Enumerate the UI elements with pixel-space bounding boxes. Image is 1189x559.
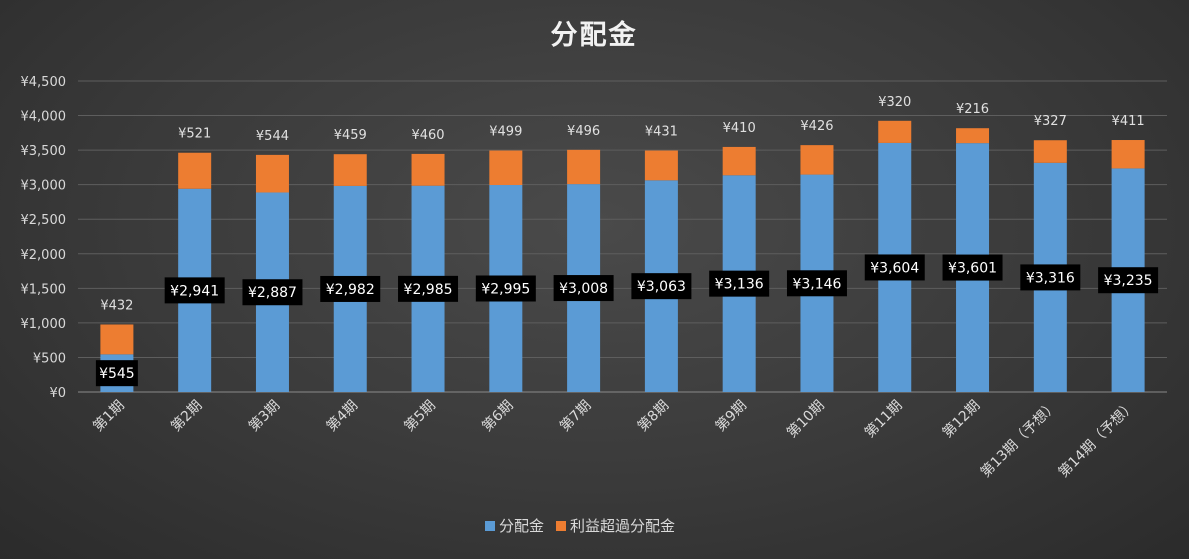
value-label-box xyxy=(164,277,225,304)
excess-value-label: ¥426 xyxy=(800,119,833,134)
distribution-value-label: ¥2,995 xyxy=(481,282,530,298)
bar-excess-distribution xyxy=(567,149,601,185)
excess-value-label: ¥544 xyxy=(256,129,289,144)
value-label-box xyxy=(95,360,138,387)
y-tick-label: ¥0 xyxy=(49,386,66,401)
bar-excess-distribution xyxy=(1111,140,1145,169)
x-tick-label: 第3期 xyxy=(245,397,283,435)
x-tick-label: 第6期 xyxy=(479,397,517,435)
x-tick-label: 第10期 xyxy=(783,397,827,441)
legend-swatch xyxy=(485,521,495,531)
y-tick-label: ¥4,000 xyxy=(21,110,67,125)
excess-value-label: ¥327 xyxy=(1034,114,1067,129)
bar-excess-distribution xyxy=(411,153,445,186)
y-tick-label: ¥2,000 xyxy=(21,248,67,263)
distribution-value-label: ¥3,235 xyxy=(1104,273,1153,289)
legend-label: 分配金 xyxy=(499,517,544,535)
distribution-value-label: ¥545 xyxy=(99,366,135,382)
excess-value-label: ¥499 xyxy=(489,125,522,140)
bar-excess-distribution xyxy=(800,145,834,175)
grid-layer xyxy=(78,80,1167,393)
value-label-box xyxy=(1098,267,1159,294)
y-tick-label: ¥2,500 xyxy=(21,213,67,228)
excess-value-label: ¥521 xyxy=(178,127,211,142)
legend-swatch xyxy=(556,521,566,531)
excess-value-label: ¥460 xyxy=(411,128,444,143)
x-axis: 第1期 第2期 第3期 第4期 第5期 第6期 第7期 第8期 第9期 第10期 第11期 第12期第… xyxy=(90,397,1139,481)
bar-excess-distribution xyxy=(956,128,990,144)
distribution-value-label: ¥3,604 xyxy=(870,260,919,276)
distribution-value-label: ¥3,601 xyxy=(948,261,997,277)
excess-value-label: ¥410 xyxy=(723,121,756,136)
x-tick-label: 第11期 xyxy=(861,397,905,441)
legend-label: 利益超過分配金 xyxy=(570,517,675,535)
distribution-value-label: ¥3,316 xyxy=(1026,270,1075,286)
distribution-value-label: ¥3,146 xyxy=(792,276,841,292)
value-label-box xyxy=(786,270,847,297)
y-tick-label: ¥1,500 xyxy=(21,282,67,297)
value-label-box xyxy=(864,254,925,281)
x-tick-label: 第1期 xyxy=(90,397,128,435)
excess-value-label: ¥496 xyxy=(567,124,600,139)
bar-excess-distribution xyxy=(878,120,912,143)
x-tick-label: 第12期 xyxy=(939,397,983,441)
bar-excess-distribution xyxy=(100,324,134,355)
distribution-value-label: ¥2,982 xyxy=(326,282,375,298)
value-label-box xyxy=(1020,264,1081,291)
bar-excess-distribution xyxy=(1033,140,1067,163)
bar-excess-distribution xyxy=(489,150,523,186)
excess-value-label: ¥432 xyxy=(100,298,133,313)
x-tick-label: 第7期 xyxy=(556,397,594,435)
value-label-box xyxy=(942,254,1003,281)
distribution-value-label: ¥2,887 xyxy=(248,285,297,301)
x-tick-label: 第4期 xyxy=(323,397,361,435)
x-tick-label: 第14期（予想） xyxy=(1055,397,1139,481)
x-tick-label: 第5期 xyxy=(401,397,439,435)
bar-excess-distribution xyxy=(644,150,678,181)
excess-value-label: ¥216 xyxy=(956,102,989,117)
excess-value-label: ¥431 xyxy=(645,125,678,140)
value-label-box xyxy=(242,279,303,306)
y-tick-label: ¥3,000 xyxy=(21,179,67,194)
excess-value-label: ¥411 xyxy=(1112,114,1145,129)
value-label-box xyxy=(320,275,381,302)
bar-excess-distribution xyxy=(255,154,289,193)
x-tick-label: 第2期 xyxy=(167,397,205,435)
x-tick-label: 第8期 xyxy=(634,397,672,435)
legend: 分配金 利益超過分配金 xyxy=(485,517,675,535)
value-label-box xyxy=(553,275,614,302)
distribution-value-label: ¥2,985 xyxy=(404,282,453,298)
excess-value-label: ¥320 xyxy=(878,95,911,110)
value-label-box xyxy=(398,275,459,302)
distribution-value-label: ¥3,136 xyxy=(715,277,764,293)
excess-value-label: ¥459 xyxy=(334,128,367,143)
value-label-box xyxy=(709,270,770,297)
x-tick-label: 第9期 xyxy=(712,397,750,435)
y-tick-label: ¥4,500 xyxy=(21,75,67,90)
value-label-box xyxy=(475,275,536,302)
y-tick-label: ¥500 xyxy=(33,351,66,366)
distribution-value-label: ¥3,008 xyxy=(559,281,608,297)
distribution-value-label: ¥2,941 xyxy=(170,283,219,299)
data-labels: ¥432 ¥545 ¥521 ¥2,941 ¥544 ¥2,887 ¥459 ¥2,982 ¥4… xyxy=(95,95,1159,387)
y-axis: ¥0 ¥500 ¥1,000 ¥1,500 ¥2,000 ¥2,500 ¥3,000 ¥3,5… xyxy=(21,75,67,401)
chart-title: 分配金 xyxy=(551,19,638,51)
y-tick-label: ¥1,000 xyxy=(21,317,67,332)
bar-excess-distribution xyxy=(178,152,212,189)
x-tick-label: 第13期（予想） xyxy=(977,397,1061,481)
bar-excess-distribution xyxy=(722,146,756,176)
bar-excess-distribution xyxy=(333,154,367,186)
value-label-box xyxy=(631,273,692,300)
y-tick-label: ¥3,500 xyxy=(21,144,67,159)
distribution-value-label: ¥3,063 xyxy=(637,279,686,295)
